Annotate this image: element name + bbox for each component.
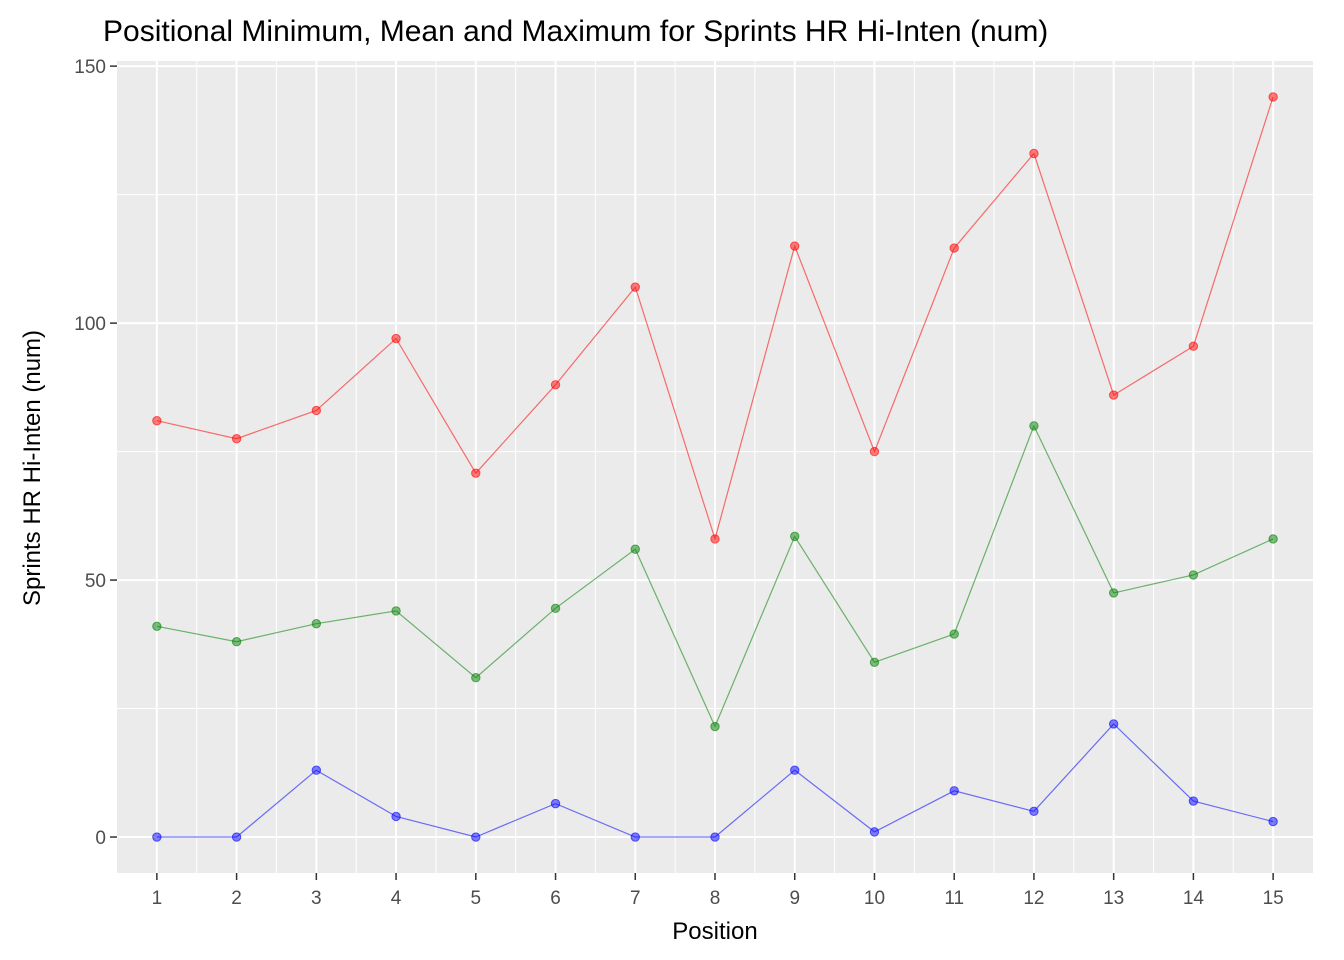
series-0-point (1268, 92, 1278, 102)
x-tick-label: 15 (1263, 888, 1284, 909)
x-tick-label: 4 (391, 888, 402, 909)
x-tick-label: 2 (231, 888, 242, 909)
series-2-point (1188, 796, 1199, 806)
minor-gridlines (117, 61, 1313, 873)
series-1-point (1188, 570, 1199, 580)
series-0-point (1188, 341, 1199, 351)
series-0 (152, 92, 1278, 544)
y-tick-label: 100 (74, 314, 106, 335)
series-1 (152, 421, 1278, 732)
series-0-point (949, 243, 959, 253)
series-1-point (869, 657, 880, 667)
x-tick-label: 6 (550, 888, 561, 909)
series-0-point (391, 333, 401, 344)
x-tick-label: 14 (1183, 888, 1205, 909)
series-1-point (949, 629, 959, 639)
series-2-point (630, 832, 640, 842)
chart-title: Positional Minimum, Mean and Maximum for… (103, 15, 1048, 48)
series-1-point (1029, 421, 1039, 431)
series-1-point (1268, 534, 1278, 544)
x-axis-title: Position (672, 918, 757, 945)
series-1-point (471, 673, 481, 683)
series-0-point (869, 446, 880, 457)
x-tick-label: 10 (864, 888, 885, 909)
series-2-point (391, 811, 401, 822)
series-2-point (790, 765, 800, 775)
series-2-point (152, 832, 162, 842)
series-0-point (550, 380, 561, 390)
series-1-point (1108, 588, 1119, 598)
series-0-point (630, 282, 640, 292)
series-1-point (550, 603, 561, 614)
y-tick-label: 0 (95, 828, 106, 849)
series-2-point (311, 765, 322, 775)
series-0-point (710, 534, 720, 544)
series-2-point (231, 832, 242, 842)
series-1-point (630, 544, 640, 554)
series-0-point (471, 468, 481, 478)
series-2-point (1268, 816, 1278, 827)
x-tick-label: 5 (471, 888, 482, 909)
series-0-point (231, 434, 242, 444)
series-2-point (949, 786, 959, 796)
series-1-point (231, 637, 242, 647)
series-1-point (152, 621, 162, 632)
series-0-point (1029, 148, 1039, 159)
series-1-point (790, 531, 800, 542)
x-tick-label: 3 (311, 888, 322, 909)
series-1-point (311, 619, 322, 629)
x-tick-label: 8 (710, 888, 721, 909)
series-0-point (152, 416, 162, 426)
series-2 (152, 719, 1278, 842)
series-1-point (391, 606, 401, 616)
series-2-point (550, 798, 561, 809)
major-gridlines (117, 61, 1313, 873)
series-2-point (1108, 719, 1119, 729)
x-tick-label: 11 (944, 888, 964, 909)
series-2-point (471, 832, 481, 842)
y-axis-title: Sprints HR Hi-Inten (num) (19, 330, 46, 606)
x-tick-label: 13 (1103, 888, 1124, 909)
series-0-point (1108, 390, 1119, 400)
x-tick-label: 12 (1023, 888, 1044, 909)
series-2-point (1029, 806, 1039, 817)
series-2-point (869, 827, 880, 837)
x-tick-label: 7 (630, 888, 641, 909)
series-2-point (710, 832, 720, 842)
x-tick-label: 1 (152, 888, 163, 909)
x-tick-label: 9 (789, 888, 800, 909)
y-tick-label: 50 (85, 571, 106, 592)
series-0-point (790, 241, 800, 251)
series-layer (152, 92, 1278, 842)
series-1-point (710, 721, 720, 732)
y-tick-label: 150 (74, 57, 106, 78)
series-0-point (311, 405, 322, 416)
